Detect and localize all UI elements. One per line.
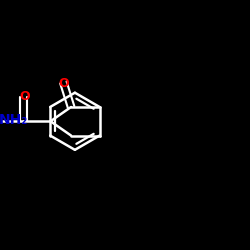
Text: O: O [19, 90, 30, 104]
Text: NH₂: NH₂ [0, 113, 28, 127]
Text: O: O [58, 77, 69, 90]
